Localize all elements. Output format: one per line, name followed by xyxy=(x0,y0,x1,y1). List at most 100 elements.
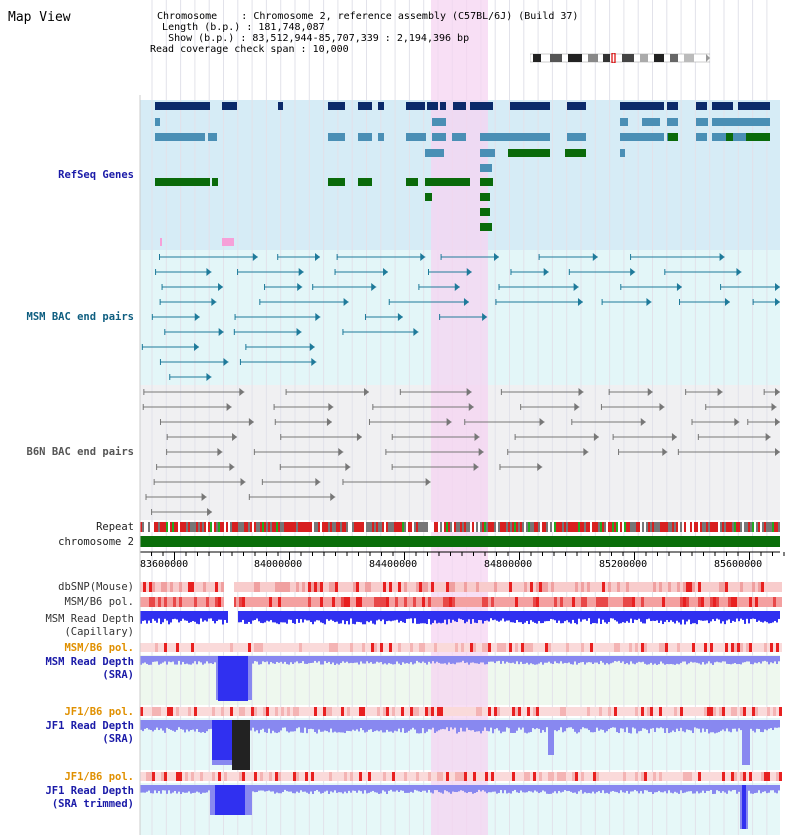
depth-bar xyxy=(660,785,662,793)
heat-mark xyxy=(158,643,161,652)
track-label-repeat[interactable]: Repeat xyxy=(96,521,134,533)
depth-bar xyxy=(728,611,730,620)
track-label-msm-b6-pol-2[interactable]: MSM/B6 pol. xyxy=(64,642,134,654)
depth-bar xyxy=(494,611,496,620)
track-label-jf1-depth-trim[interactable]: JF1 Read Depth xyxy=(45,785,134,797)
depth-bar xyxy=(322,720,324,732)
depth-bar xyxy=(554,785,556,792)
depth-bar xyxy=(616,656,618,662)
heat-mark xyxy=(767,772,770,781)
depth-bar xyxy=(714,611,716,622)
depth-bar xyxy=(454,611,456,622)
heat-mark xyxy=(377,597,380,607)
repeat-mark xyxy=(532,522,534,532)
chromosome-ideogram[interactable] xyxy=(530,53,710,63)
heat-mark xyxy=(389,643,392,652)
heat-mark xyxy=(218,707,221,716)
heat-mark xyxy=(254,772,257,781)
depth-bar xyxy=(694,611,696,624)
heat-mark xyxy=(551,643,554,652)
heat-mark xyxy=(770,597,773,607)
heat-mark xyxy=(542,707,545,716)
heat-mark xyxy=(698,707,701,716)
repeat-mark xyxy=(300,522,302,532)
depth-bar xyxy=(744,720,746,765)
track-label-msm-b6-pol[interactable]: MSM/B6 pol. xyxy=(64,596,134,608)
track-label-b6n-bac[interactable]: B6N BAC end pairs xyxy=(27,446,134,458)
heat-mark xyxy=(572,643,575,652)
track-label-jf1-b6-pol-2[interactable]: JF1/B6 pol. xyxy=(64,771,134,783)
depth-bar xyxy=(370,656,372,663)
heat-mark xyxy=(470,582,473,592)
track-label-jf1-depth-sra[interactable]: JF1 Read Depth xyxy=(45,720,134,732)
depth-bar xyxy=(314,656,316,661)
heat-mark xyxy=(149,707,152,716)
depth-bar xyxy=(420,785,422,793)
depth-bar xyxy=(352,720,354,730)
depth-bar xyxy=(340,785,342,793)
heat-mark xyxy=(734,707,737,716)
heat-mark xyxy=(527,772,530,781)
heat-mark xyxy=(380,582,383,592)
heat-mark xyxy=(374,707,377,716)
depth-bar xyxy=(160,720,162,729)
heat-mark xyxy=(236,582,239,592)
heat-mark xyxy=(323,643,326,652)
depth-bar xyxy=(568,611,570,623)
depth-bar xyxy=(740,785,742,829)
heat-mark xyxy=(431,643,434,652)
gene-feature xyxy=(452,133,466,141)
heat-mark xyxy=(653,643,656,652)
depth-bar xyxy=(430,785,432,793)
heat-mark xyxy=(503,582,506,592)
heat-mark xyxy=(167,597,170,607)
repeat-mark xyxy=(508,522,510,532)
track-label-jf1-b6-pol[interactable]: JF1/B6 pol. xyxy=(64,706,134,718)
depth-bar xyxy=(338,785,340,793)
repeat-mark xyxy=(610,522,612,532)
heat-mark xyxy=(770,582,773,592)
depth-bar xyxy=(550,611,552,619)
heat-mark xyxy=(293,597,296,607)
depth-bar xyxy=(662,656,664,664)
repeat-mark xyxy=(502,522,504,532)
depth-bar xyxy=(176,656,178,665)
heat-mark xyxy=(470,597,473,607)
heat-mark xyxy=(179,707,182,716)
depth-bar xyxy=(350,656,352,663)
heat-mark xyxy=(575,582,578,592)
track-label-dbsnp[interactable]: dbSNP(Mouse) xyxy=(58,581,134,593)
depth-bar xyxy=(358,656,360,665)
heat-mark xyxy=(542,772,545,781)
depth-bar xyxy=(258,720,260,734)
depth-bar xyxy=(408,656,410,664)
depth-bar xyxy=(722,656,724,662)
heat-mark xyxy=(644,597,647,607)
repeat-mark xyxy=(362,522,364,532)
track-label-msm-bac[interactable]: MSM BAC end pairs xyxy=(27,311,134,323)
heat-mark xyxy=(374,772,377,781)
depth-bar xyxy=(762,785,764,792)
heat-mark xyxy=(629,772,632,781)
heat-mark xyxy=(491,772,494,781)
depth-bar xyxy=(644,656,646,664)
depth-bar xyxy=(678,785,680,794)
depth-bar xyxy=(716,656,718,662)
heat-mark xyxy=(233,582,236,592)
depth-bar xyxy=(372,611,374,624)
track-label-refseq[interactable]: RefSeq Genes xyxy=(58,169,134,181)
heat-mark xyxy=(614,707,617,716)
repeat-mark xyxy=(718,522,720,532)
repeat-mark xyxy=(606,522,608,532)
bac-end-pair xyxy=(206,373,212,381)
depth-bar xyxy=(254,785,256,793)
depth-bar xyxy=(716,720,718,733)
depth-bar xyxy=(490,611,492,619)
track-label-msm-depth-cap[interactable]: MSM Read Depth xyxy=(45,613,134,625)
heat-mark xyxy=(518,643,521,652)
track-label-msm-depth-sra[interactable]: MSM Read Depth xyxy=(45,656,134,668)
heat-mark xyxy=(635,582,638,592)
heat-mark xyxy=(404,582,407,592)
track-label-chromosome[interactable]: chromosome 2 xyxy=(58,536,134,548)
depth-bar xyxy=(362,785,364,794)
